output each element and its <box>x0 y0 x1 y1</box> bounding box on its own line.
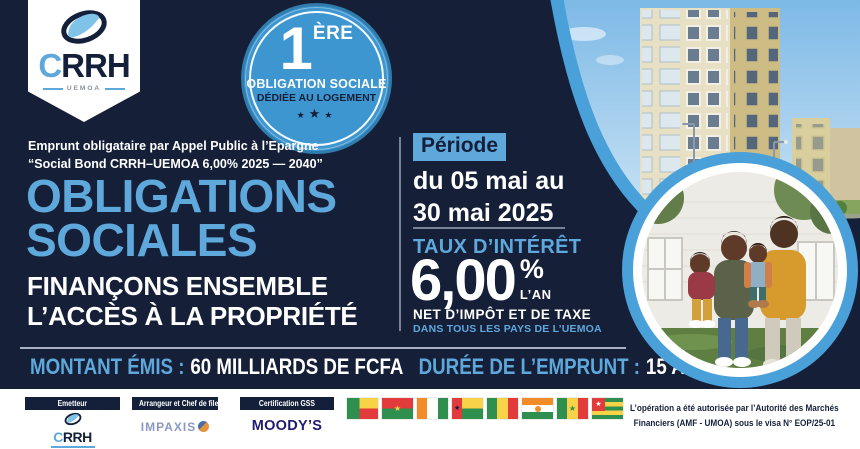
period-date-start: du 05 mai au <box>413 167 565 195</box>
issuer-label-pill: Emetteur <box>25 397 120 410</box>
badge-number: 1 ÈRE <box>244 19 389 79</box>
impaxis-logo-text: IMPAXIS <box>140 420 197 434</box>
uemoa-flags <box>347 398 623 419</box>
arranger-label-pill: Arrangeur et Chef de file <box>132 397 218 410</box>
flag-togo <box>592 398 623 419</box>
authorization-line-1: L’opération a été autorisée par l’Autori… <box>630 403 839 413</box>
flag-burkina-faso <box>382 398 413 419</box>
authorization-notice: L’opération a été autorisée par l’Autori… <box>630 401 839 431</box>
vertical-divider <box>399 137 401 331</box>
crrh-logo-text: CRRH <box>28 49 140 82</box>
amount-label: MONTANT ÉMIS : <box>30 354 185 379</box>
horizontal-divider <box>413 227 565 229</box>
subheadline-line-2: L’ACCÈS À LA PROPRIÉTÉ <box>27 300 358 331</box>
arranger-label: Arrangeur et Chef de file <box>139 399 219 408</box>
flag-guinea-bissau <box>452 398 483 419</box>
badge-number-value: 1 <box>279 15 313 82</box>
crrh-swoosh-icon-small <box>64 412 81 426</box>
logo-sub-line-left <box>42 87 63 90</box>
family-photo <box>642 172 838 368</box>
crrh-logo-subtitle: UEMOA <box>28 85 140 92</box>
logo-sub-line-right <box>105 87 126 90</box>
rate-uemoa-note: DANS TOUS LES PAYS DE L’UEMOA <box>413 323 602 335</box>
rate-title: TAUX D’INTÉRÊT <box>413 236 582 258</box>
rate-unit-block: % L’AN <box>519 252 552 303</box>
badge-line-obligation-sociale: OBLIGATION SOCIALE <box>246 77 387 91</box>
badge-number-ordinal: ÈRE <box>312 23 354 44</box>
rate-tax-note: NET D’IMPÔT ET DE TAXE <box>413 307 592 322</box>
arranger-logo: IMPAXIS <box>128 420 222 434</box>
flag-niger <box>522 398 553 419</box>
headline-obligations: OBLIGATIONS <box>26 170 337 222</box>
issuer-label: Emetteur <box>57 399 88 408</box>
family-photo-ring <box>622 152 858 388</box>
subheadline-line-1: FINANÇONS ENSEMBLE <box>27 271 328 301</box>
duration-label: DURÉE DE L’EMPRUNT : <box>418 354 640 379</box>
rate-value: 6,00 <box>410 248 517 313</box>
issuer-logo-underline <box>50 446 95 448</box>
period-dates: du 05 mai au 30 mai 2025 <box>413 165 564 229</box>
facts-divider <box>20 347 626 349</box>
crrh-logo-c: C <box>38 47 62 84</box>
intro-line-2: “Social Bond CRRH–UEMOA 6,00% 2025 — 204… <box>28 156 323 171</box>
crrh-logo-rrh: RRH <box>61 47 130 84</box>
flag-benin <box>347 398 378 419</box>
certification-label-pill: Certification GSS <box>240 397 334 410</box>
issuer-logo-c: C <box>53 429 63 445</box>
flag-senegal <box>557 398 588 419</box>
bond-intro-text: Emprunt obligataire par Appel Public à l… <box>28 138 323 173</box>
flag-mali <box>487 398 518 419</box>
issuer-logo-rrh: RRH <box>62 429 92 445</box>
star-icon: ★ <box>324 110 337 120</box>
rate-per-year: L’AN <box>519 287 552 302</box>
intro-line-1: Emprunt obligataire par Appel Public à l… <box>28 139 319 153</box>
rate-percent-sign: % <box>519 254 544 284</box>
period-label: Période <box>413 133 507 161</box>
footer: Emetteur CRRH Arrangeur et Chef de file … <box>0 389 860 449</box>
period-date-end: 30 mai 2025 <box>413 199 554 227</box>
star-icon: ★ <box>296 110 309 120</box>
star-icon: ★ <box>308 106 325 121</box>
impaxis-sphere-icon <box>198 421 210 432</box>
amount-value: 60 MILLIARDS DE FCFA <box>190 354 404 379</box>
moodys-logo: MOODY’S <box>251 418 323 434</box>
authorization-line-2: Financiers (AMF - UMOA) sous le visa N° … <box>633 417 836 428</box>
badge-stars: ★★★ <box>244 106 389 122</box>
crrh-logo-uemoa: UEMOA <box>66 85 102 92</box>
crrh-logo-pennant: CRRH UEMOA <box>28 0 140 122</box>
headline: OBLIGATIONS SOCIALES <box>26 170 337 266</box>
certification-label: Certification GSS <box>259 399 315 408</box>
crrh-swoosh-icon <box>28 8 140 51</box>
headline-sociales: SOCIALES <box>26 213 258 266</box>
rate-value-block: 6,00 % L’AN <box>410 252 552 310</box>
issuer-logo: CRRH <box>25 412 120 448</box>
flag-cote-divoire <box>417 398 448 419</box>
badge-line-dediee-au-logement: DÉDIÉE AU LOGEMENT <box>256 92 377 104</box>
first-social-bond-badge: 1 ÈRE OBLIGATION SOCIALE DÉDIÉE AU LOGEM… <box>241 3 392 154</box>
subheadline: FINANÇONS ENSEMBLE L’ACCÈS À LA PROPRIÉT… <box>27 271 358 332</box>
key-facts: MONTANT ÉMIS :60 MILLIARDS DE FCFA DURÉE … <box>30 354 711 380</box>
